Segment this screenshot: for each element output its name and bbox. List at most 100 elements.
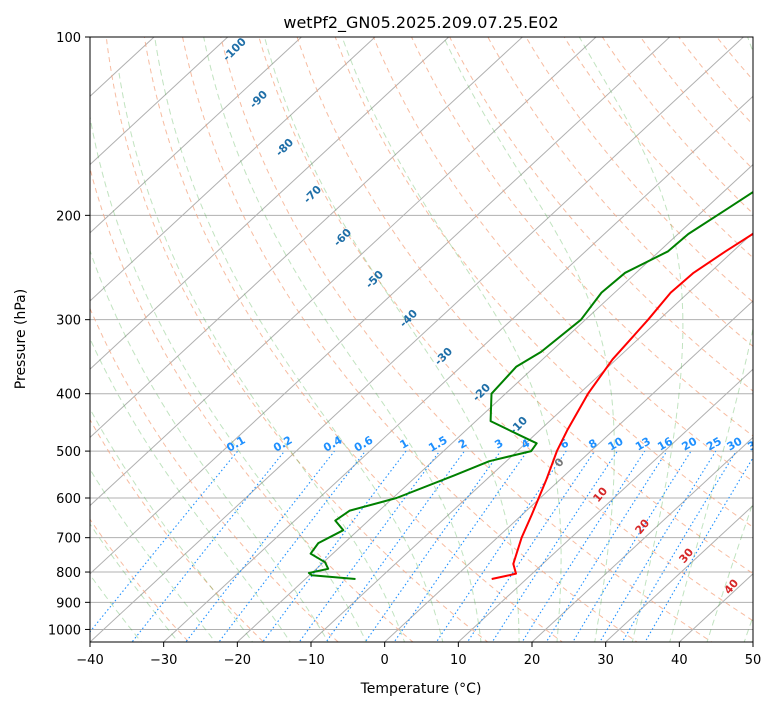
- isotherm: [162, 95, 753, 642]
- x-tick-label: 50: [745, 653, 762, 668]
- isotherm: [310, 232, 753, 642]
- x-tick-label: 30: [597, 653, 614, 668]
- dry-adiabat: [90, 307, 339, 642]
- y-tick-label: 800: [56, 566, 81, 581]
- moist-adiabat: [90, 523, 179, 642]
- isotherm: [531, 436, 753, 642]
- x-tick-label: −10: [297, 653, 324, 668]
- mixing-ratio-line: [599, 450, 717, 642]
- chart-title: wetPf2_GN05.2025.209.07.25.E02: [283, 13, 558, 33]
- mixing-ratio-line: [325, 450, 465, 642]
- mixing-ratio-label: 2: [456, 437, 469, 452]
- mixing-ratio-label: 1: [398, 437, 411, 452]
- temperature-line: [491, 232, 753, 580]
- mixing-ratio-line: [393, 450, 528, 642]
- mixing-ratio-line: [218, 450, 366, 642]
- moist-adiabat: [90, 249, 329, 642]
- x-tick-label: 20: [524, 653, 541, 668]
- mixing-ratio-line: [131, 450, 286, 642]
- moist-adiabat: [264, 37, 520, 642]
- plot-frame: [89, 36, 754, 643]
- x-tick-label: −40: [76, 653, 103, 668]
- y-axis: 100 200 300 400 500 600 700 800 900 1000: [48, 31, 90, 638]
- moist-adiabat: [203, 37, 482, 642]
- y-tick-label: 500: [56, 445, 81, 460]
- background-lines: [90, 24, 775, 654]
- isotherm: [236, 163, 753, 642]
- moist-adiabat: [90, 468, 216, 642]
- dewpoint-line: [307, 190, 753, 580]
- line-labels: 0.1 0.2 0.4 0.6 1 1.5 2 3 4 6 8 10 13 16 20 25 30 36-100-…: [220, 35, 765, 597]
- y-tick-label: 400: [56, 388, 81, 403]
- mixing-ratio-label: 3: [492, 437, 505, 452]
- isotherm: [90, 37, 671, 575]
- x-tick-label: 40: [671, 653, 688, 668]
- isotherm: [90, 37, 303, 234]
- isotherm: [90, 37, 450, 370]
- isotherm: [604, 504, 753, 642]
- y-tick-label: 100: [56, 31, 81, 46]
- isotherm: [90, 37, 745, 642]
- dry-adiabat: [220, 37, 713, 642]
- y-axis-label: Pressure (hPa): [13, 289, 29, 389]
- moist-adiabat-label: 30: [676, 545, 696, 565]
- dry-adiabat-label: -50: [363, 268, 386, 291]
- x-axis: −40 −30 −20 −10 0 10 20 30 40 50: [76, 642, 761, 668]
- dry-adiabat-label: -100: [220, 35, 249, 64]
- isotherm: [457, 368, 753, 642]
- y-tick-label: 1000: [48, 623, 81, 638]
- dry-adiabat: [525, 37, 753, 303]
- isotherm: [90, 37, 597, 507]
- moist-adiabat: [743, 615, 753, 642]
- dry-adiabat: [411, 37, 753, 437]
- x-tick-label: −20: [224, 653, 251, 668]
- dry-adiabat-label: -90: [247, 88, 270, 111]
- dry-adiabat-label: -70: [301, 183, 324, 206]
- dry-adiabat: [372, 37, 753, 482]
- dry-adiabat: [90, 518, 190, 642]
- moist-adiabat: [706, 501, 753, 642]
- mixing-ratio-line: [466, 450, 596, 642]
- dry-adiabat-label: -60: [331, 226, 354, 249]
- isotherm: [90, 37, 376, 302]
- y-tick-label: 200: [56, 209, 81, 224]
- moist-adiabat: [118, 72, 406, 642]
- dry-adiabat: [105, 37, 489, 642]
- isotherm: [752, 641, 753, 642]
- dry-adiabat: [258, 37, 753, 622]
- dry-adiabat: [449, 37, 753, 392]
- moist-adiabat: [669, 37, 753, 642]
- mixing-ratio-line: [262, 450, 407, 642]
- moist-adiabat: [443, 37, 615, 642]
- x-tick-label: 10: [450, 653, 467, 668]
- moist-adiabat: [578, 37, 684, 642]
- isotherm: [383, 300, 753, 642]
- mixing-ratio-line: [298, 450, 441, 642]
- grid-layer: [90, 37, 753, 642]
- mixing-ratio-line: [644, 456, 753, 642]
- dry-adiabat: [90, 418, 265, 642]
- mixing-ratio-line: [491, 450, 618, 642]
- dry-adiabat: [563, 37, 753, 259]
- mixing-ratio-line: [185, 450, 335, 642]
- y-tick-label: 300: [56, 314, 81, 329]
- mixing-ratio-line: [364, 450, 502, 642]
- mixing-ratio-line: [521, 450, 646, 642]
- y-tick-label: 900: [56, 596, 81, 611]
- dry-adiabat: [296, 37, 753, 575]
- y-tick-label: 700: [56, 532, 81, 547]
- dry-adiabat: [334, 37, 753, 528]
- dry-adiabat-label: -20: [470, 381, 493, 404]
- moist-adiabat-label: 10: [590, 484, 610, 504]
- x-axis-label: Temperature (°C): [360, 681, 482, 697]
- mixing-ratio-label: 36: [745, 434, 765, 453]
- dry-adiabat-label: -80: [273, 136, 296, 159]
- dry-adiabat: [182, 37, 638, 642]
- dry-adiabat: [744, 24, 775, 654]
- dry-adiabat: [716, 37, 753, 81]
- isotherm: [90, 37, 524, 439]
- moist-adiabat: [341, 37, 562, 642]
- moist-adiabat-label: 40: [721, 576, 741, 596]
- y-tick-label: 600: [56, 492, 81, 507]
